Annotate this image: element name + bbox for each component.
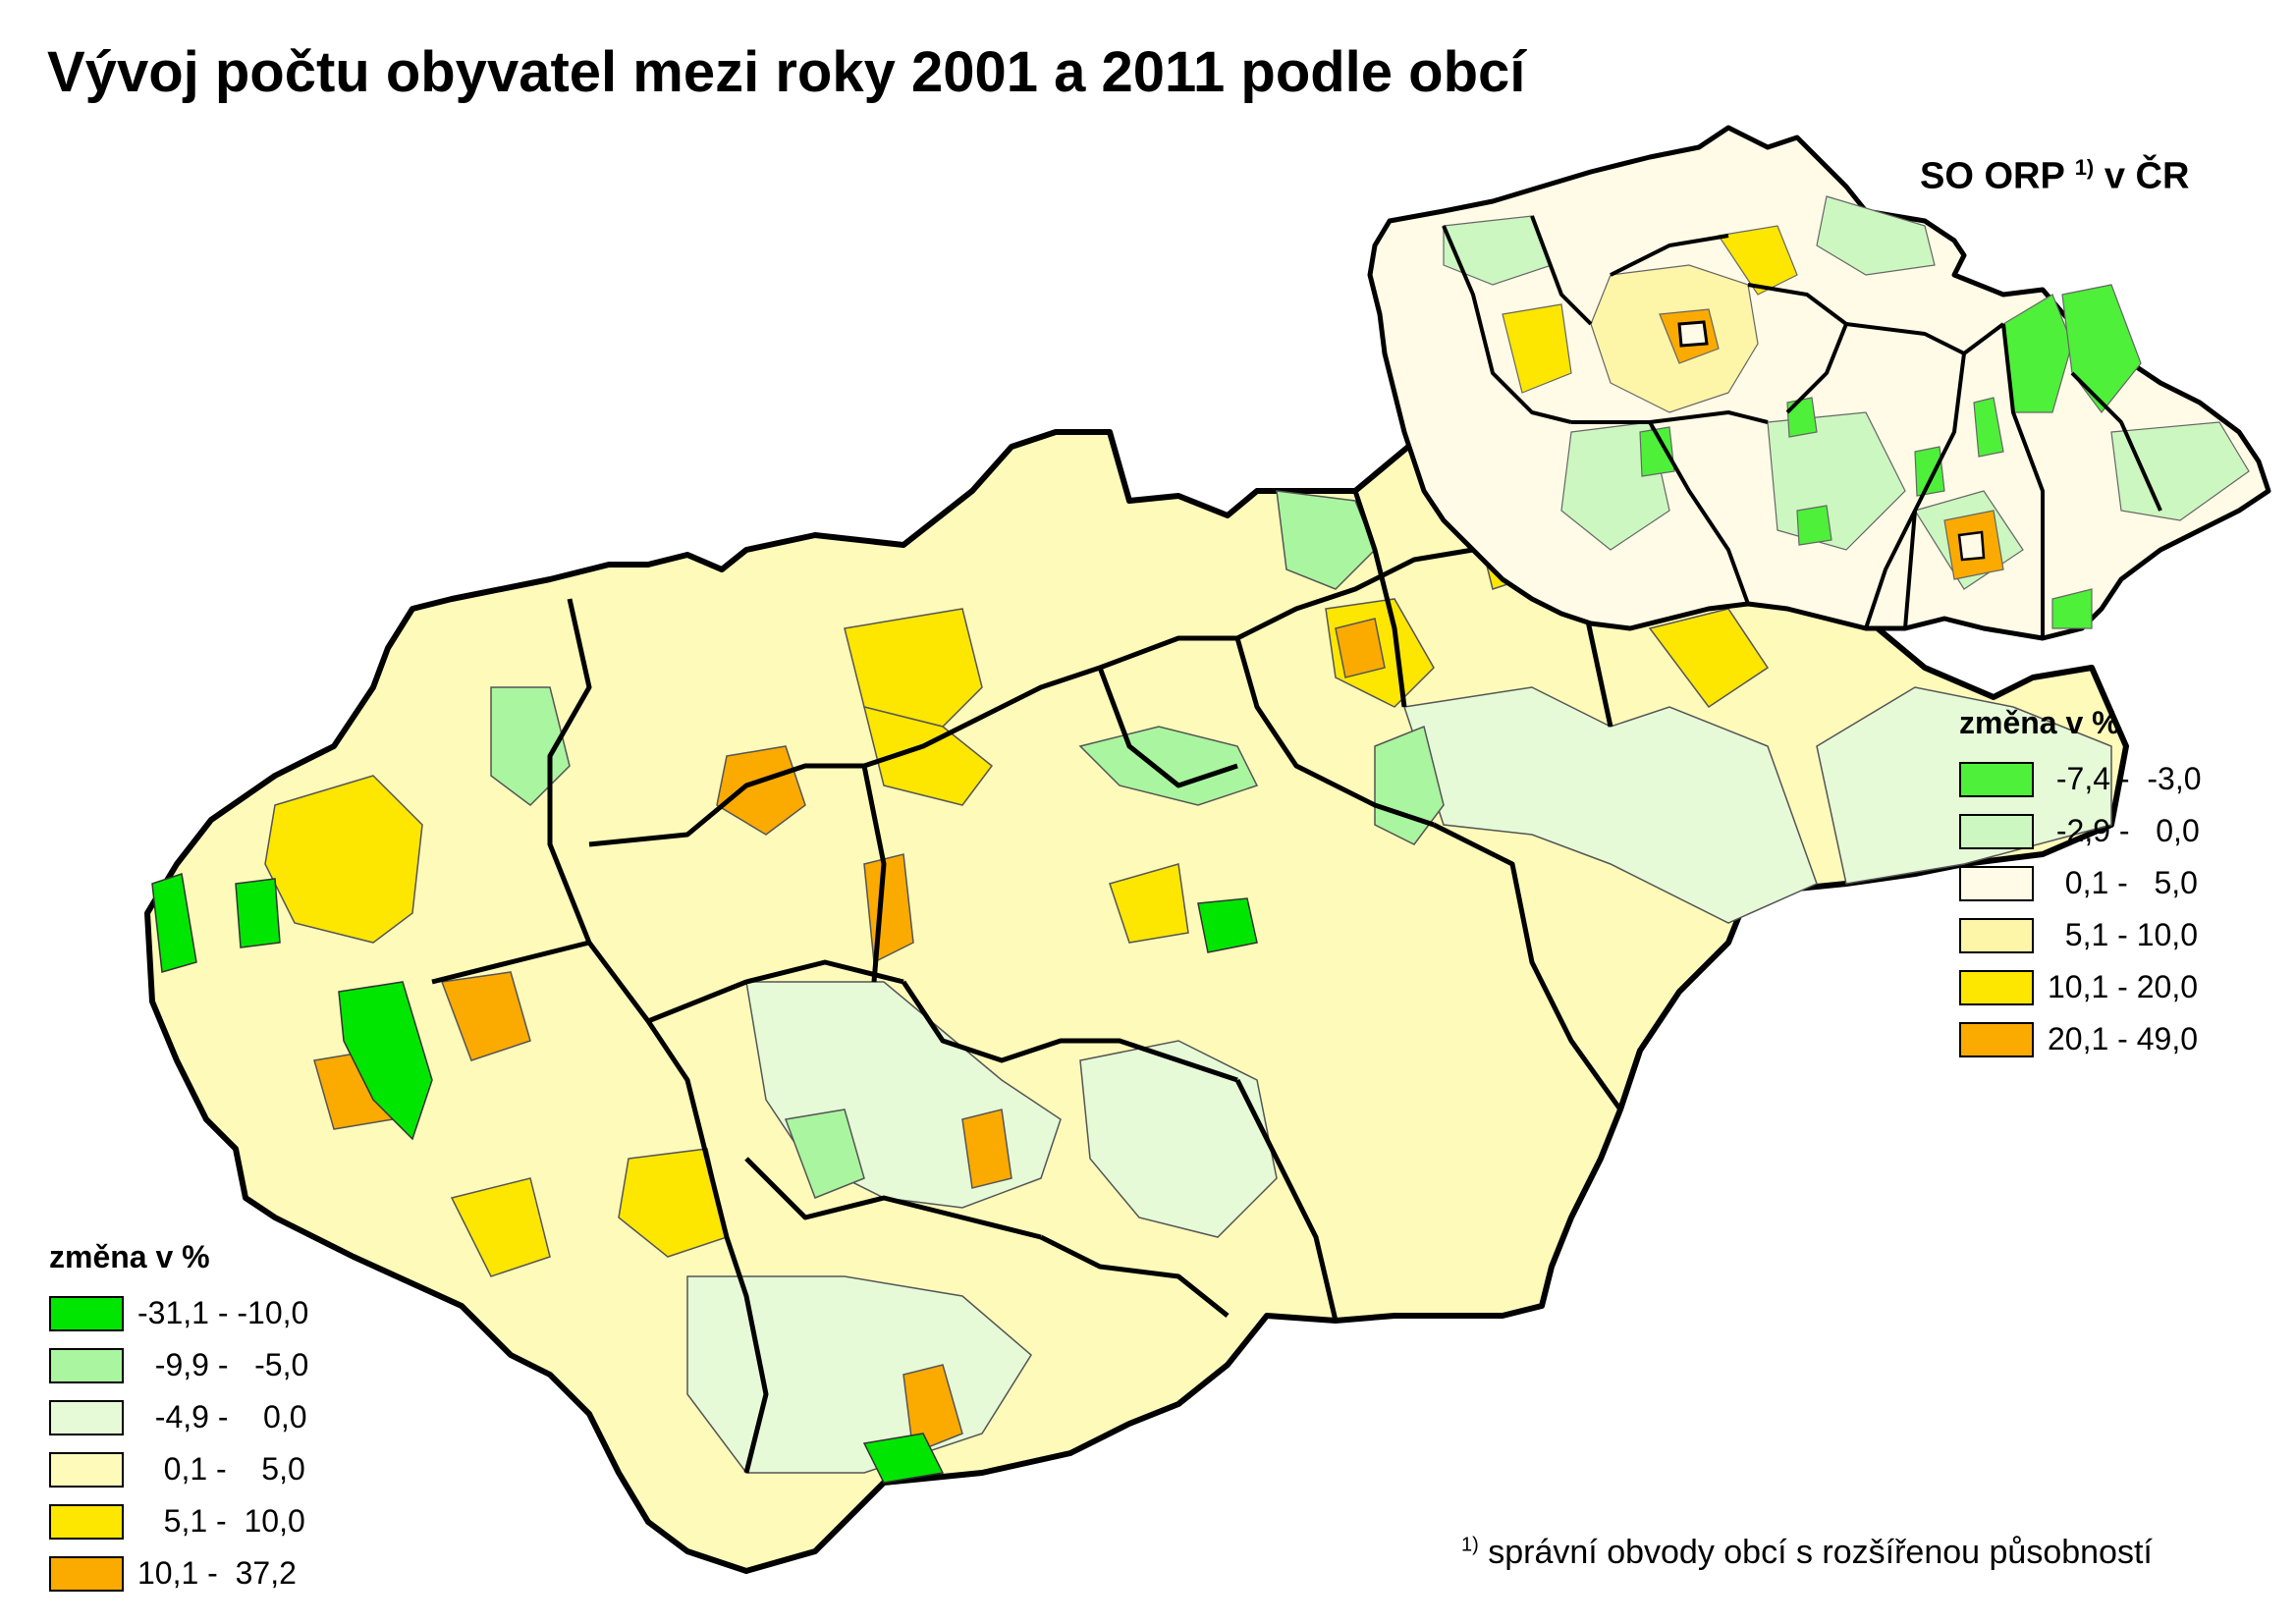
legend-inset-item: 10,1 - 20,0: [1959, 961, 2202, 1013]
area-decline-high: [862, 1433, 945, 1484]
inset-area: [2110, 421, 2250, 521]
area-growth-high: [1335, 618, 1386, 678]
area-growth-high: [961, 1109, 1012, 1189]
legend-main-item: 0,1 - 5,0: [49, 1443, 308, 1495]
legend-swatch: [1959, 969, 2034, 1005]
legend-label: 0,1 - 5,0: [137, 1451, 305, 1487]
legend-swatch: [1959, 813, 2034, 849]
area-decline-high: [235, 878, 281, 948]
legend-swatch: [49, 1399, 124, 1435]
legend-main-item: -9,9 - -5,0: [49, 1339, 308, 1391]
inset-area: [1957, 530, 1986, 562]
area-growth-high: [716, 745, 806, 836]
legend-swatch: [49, 1555, 124, 1592]
legend-swatch: [1959, 1021, 2034, 1057]
inset-area: [1717, 225, 1798, 296]
legend-inset-item: 20,1 - 49,0: [1959, 1013, 2202, 1065]
inset-area: [1816, 195, 1936, 276]
legend-label: -4,9 - 0,0: [137, 1399, 307, 1435]
legend-inset-item: -2,9 - 0,0: [1959, 805, 2202, 857]
inset-area: [2051, 588, 2093, 629]
area-growth-mid: [1109, 863, 1189, 944]
inset-czech-map: [1367, 125, 2271, 641]
legend-label: 5,1 - 10,0: [137, 1503, 305, 1539]
legend-swatch: [1959, 917, 2034, 953]
legend-swatch: [1959, 761, 2034, 797]
map-title: Vývoj počtu obyvatel mezi roky 2001 a 20…: [47, 40, 1526, 104]
legend-inset: změna v % -7,4 - -3,0 -2,9 - 0,0 0,1 - 5…: [1959, 705, 2202, 1065]
area-growth-high: [902, 1364, 963, 1455]
legend-inset-item: -7,4 - -3,0: [1959, 753, 2202, 805]
area-decline-mid: [784, 1109, 865, 1199]
legend-label: 10,1 - 37,2: [137, 1555, 297, 1591]
legend-label: -9,9 - -5,0: [137, 1347, 309, 1382]
legend-label: 20,1 - 49,0: [2048, 1021, 2198, 1056]
area-decline-high: [1197, 897, 1258, 953]
inset-area: [1639, 426, 1675, 477]
area-decline-low: [1403, 686, 1818, 924]
inset-region-boundaries: [1442, 215, 2162, 638]
inset-area: [1786, 397, 1818, 438]
area-growth-mid: [264, 775, 423, 944]
area-growth-mid: [618, 1148, 728, 1258]
inset-area: [1443, 215, 1553, 286]
footnote: 1) správní obvody obcí s rozšířenou půso…: [1461, 1534, 2153, 1572]
legend-swatch: [49, 1451, 124, 1488]
area-decline-high: [338, 981, 433, 1141]
legend-inset-item: 0,1 - 5,0: [1959, 857, 2202, 909]
area-decline-mid: [1276, 490, 1376, 590]
footnote-marker: 1): [1461, 1534, 1479, 1556]
legend-label: -31,1 - -10,0: [137, 1295, 309, 1330]
main-region-map: [144, 429, 2129, 1574]
legend-main-item: -31,1 - -10,0: [49, 1287, 308, 1339]
legend-main-item: 10,1 - 37,2: [49, 1547, 308, 1599]
area-growth-mid: [862, 705, 994, 806]
legend-label: -2,9 - 0,0: [2048, 813, 2200, 848]
area-decline-high: [151, 873, 197, 973]
area-decline-low: [1079, 1040, 1278, 1238]
area-decline-mid: [1078, 726, 1259, 806]
legend-label: 5,1 - 10,0: [2048, 917, 2198, 952]
legend-swatch: [49, 1295, 124, 1331]
legend-main-heading: změna v %: [49, 1239, 210, 1274]
legend-swatch: [49, 1347, 124, 1383]
legend-label: 10,1 - 20,0: [2048, 969, 2198, 1004]
inset-title-superscript: 1): [2074, 155, 2095, 180]
area-growth-mid: [1648, 608, 1770, 709]
inset-area: [1973, 397, 2004, 458]
legend-inset-item: 5,1 - 10,0: [1959, 909, 2202, 961]
legend-swatch: [1959, 865, 2034, 901]
region-outline: [144, 429, 2129, 1574]
inset-area: [1796, 505, 1832, 546]
legend-label: -7,4 - -3,0: [2048, 761, 2202, 796]
legend-main-item: -4,9 - 0,0: [49, 1391, 308, 1443]
area-growth-mid: [844, 608, 983, 728]
inset-area: [1502, 303, 1572, 394]
legend-swatch: [49, 1503, 124, 1540]
legend-main-item: 5,1 - 10,0: [49, 1495, 308, 1547]
area-growth-mid: [450, 1177, 551, 1277]
legend-inset-heading: změna v %: [1959, 705, 2120, 740]
inset-title: SO ORP 1) v ČR: [1920, 155, 2190, 197]
area-growth-high: [440, 971, 531, 1061]
inset-area: [1677, 320, 1709, 348]
legend-label: 0,1 - 5,0: [2048, 865, 2198, 900]
legend-main: změna v % -31,1 - -10,0 -9,9 - -5,0 -4,9…: [49, 1239, 308, 1599]
footnote-text: správní obvody obcí s rozšířenou působno…: [1488, 1534, 2153, 1571]
inset-area: [1914, 446, 1945, 497]
